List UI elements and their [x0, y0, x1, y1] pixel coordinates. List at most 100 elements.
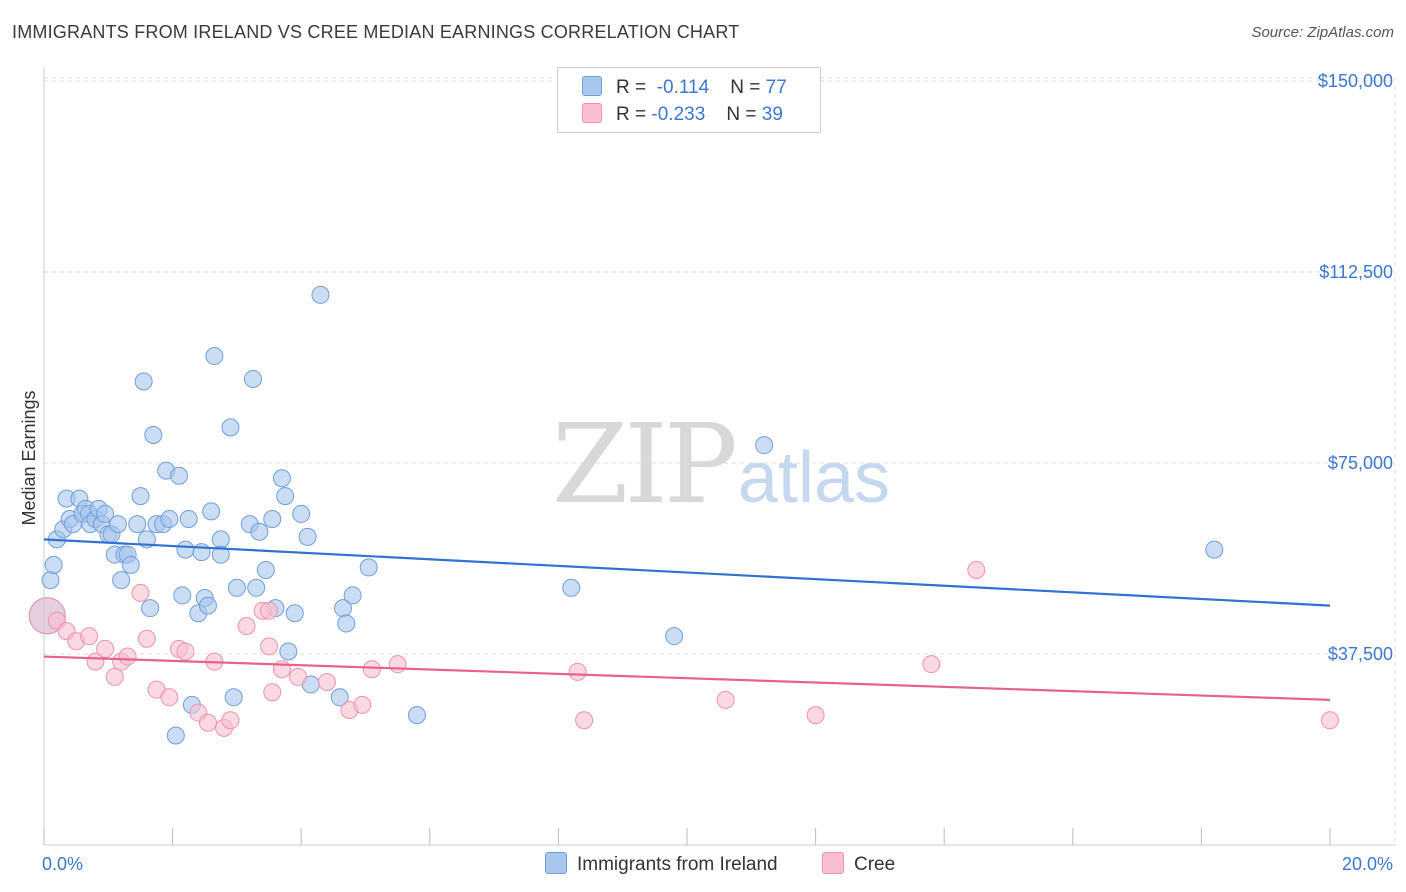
bottom-legend-ireland[interactable]: Immigrants from Ireland	[545, 852, 778, 876]
data-point	[227, 578, 246, 597]
data-point	[343, 586, 362, 605]
bottom-legend-label-cree: Cree	[854, 854, 896, 875]
data-point	[806, 706, 825, 725]
data-point	[1321, 711, 1339, 730]
chart-title: IMMIGRANTS FROM IRELAND VS CREE MEDIAN E…	[12, 22, 740, 42]
data-point	[292, 504, 311, 523]
data-point	[263, 683, 282, 702]
data-point	[179, 510, 198, 529]
watermark-zip: ZIP	[552, 400, 738, 528]
data-point	[250, 522, 269, 541]
data-point	[285, 604, 304, 623]
data-point	[137, 629, 156, 648]
bottom-legend-swatch-pink	[822, 852, 844, 874]
legend-r-label: R =	[616, 77, 647, 98]
data-point	[160, 688, 179, 707]
data-point	[260, 601, 279, 620]
series-cree	[28, 560, 1339, 737]
y-tick-label: $112,500	[1319, 262, 1393, 282]
trend-line	[43, 538, 1331, 607]
data-point	[237, 616, 256, 635]
data-point	[211, 530, 230, 549]
y-tick-label: $150,000	[1318, 71, 1393, 91]
data-point	[272, 469, 291, 488]
data-point	[260, 637, 279, 656]
bottom-legend-cree[interactable]: Cree	[822, 852, 895, 876]
data-point	[198, 596, 217, 615]
data-point	[1205, 540, 1224, 559]
grid-lines	[44, 77, 1396, 845]
data-point	[224, 688, 243, 707]
data-point	[166, 726, 185, 745]
data-point	[141, 599, 160, 618]
x-tick-label-right: 20.0%	[1342, 854, 1393, 874]
legend-r-value: -0.114	[656, 77, 710, 98]
watermark: ZIPatlas	[552, 400, 890, 528]
data-point	[755, 436, 774, 455]
data-point	[176, 642, 195, 661]
data-point	[337, 614, 356, 633]
data-point	[105, 667, 124, 686]
data-point	[568, 662, 587, 681]
data-point	[279, 642, 298, 661]
legend-row-cree: R = -0.233 N = 39	[582, 103, 783, 127]
data-point	[131, 487, 150, 506]
data-point	[221, 418, 240, 437]
data-point	[80, 627, 99, 646]
legend-swatch-pink	[582, 103, 602, 123]
data-point	[202, 502, 221, 521]
x-tick-label-left: 0.0%	[42, 854, 83, 874]
legend-n-value: 39	[761, 104, 783, 125]
source-label: Source: ZipAtlas.com	[1251, 24, 1394, 41]
y-tick-label: $37,500	[1328, 644, 1393, 664]
legend-n-label: N =	[726, 104, 757, 125]
data-point	[562, 578, 581, 597]
trend-line	[43, 655, 1331, 701]
data-point	[716, 690, 735, 709]
bottom-legend-label-ireland: Immigrants from Ireland	[577, 854, 778, 875]
data-point	[112, 571, 131, 590]
data-point	[276, 487, 295, 506]
data-point	[96, 504, 115, 523]
data-point	[243, 369, 262, 388]
correlation-legend: R = -0.114 N = 77 R = -0.233 N = 39	[557, 67, 821, 133]
legend-n-label: N =	[730, 77, 761, 98]
bottom-legend-swatch-blue	[545, 852, 567, 874]
data-point	[211, 545, 230, 564]
data-point	[118, 647, 137, 666]
data-point	[247, 578, 266, 597]
series-immigrants-from-ireland	[28, 285, 1224, 745]
data-point	[134, 372, 153, 391]
data-point	[407, 706, 426, 725]
data-point	[221, 711, 240, 730]
trend-lines	[43, 538, 1331, 701]
data-point	[298, 527, 317, 546]
legend-r-label: R =	[616, 104, 647, 125]
data-point	[198, 713, 217, 732]
data-point	[317, 673, 336, 692]
data-point	[44, 555, 63, 574]
legend-r-value: -0.233	[651, 104, 706, 125]
data-point	[96, 639, 115, 658]
data-point	[388, 655, 407, 674]
data-point	[121, 555, 140, 574]
data-point	[144, 425, 163, 444]
data-point	[665, 627, 684, 646]
data-point	[128, 515, 147, 534]
data-point	[108, 515, 127, 534]
axis-labels: $37,500 $75,000 $112,500 $150,000 0.0% 20.0% M…	[19, 71, 1393, 874]
data-point	[575, 711, 594, 730]
legend-n-value: 77	[765, 77, 787, 98]
data-point	[173, 586, 192, 605]
data-point	[205, 347, 224, 366]
data-point	[176, 540, 195, 559]
data-point	[263, 510, 282, 529]
data-point	[922, 655, 941, 674]
y-axis-title: Median Earnings	[19, 390, 39, 525]
axes	[43, 68, 1395, 846]
data-point	[256, 560, 275, 579]
legend-swatch-blue	[582, 76, 602, 96]
data-point	[41, 571, 60, 590]
data-point	[131, 583, 150, 602]
